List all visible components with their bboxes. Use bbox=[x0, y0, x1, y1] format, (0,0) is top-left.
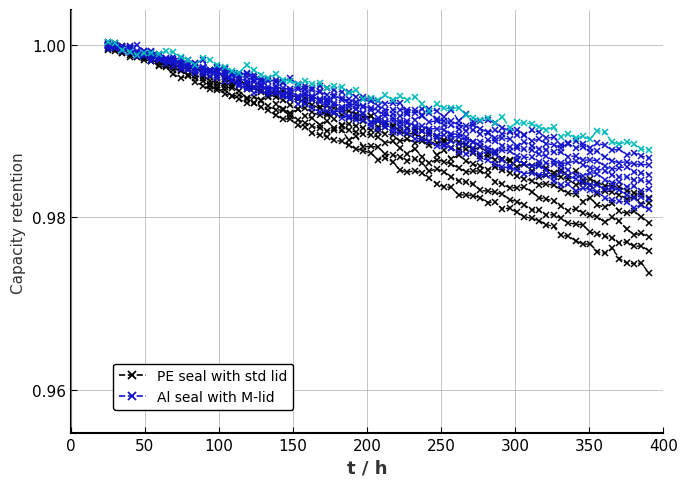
Legend: PE seal with std lid, Al seal with M-lid: PE seal with std lid, Al seal with M-lid bbox=[113, 364, 294, 410]
X-axis label: t / h: t / h bbox=[347, 459, 387, 477]
PE seal with std lid bbox=[103, 43, 112, 49]
Al seal with M-lid bbox=[513, 166, 521, 172]
Al seal with M-lid bbox=[549, 176, 557, 182]
Al seal with M-lid bbox=[103, 40, 112, 45]
PE seal with std lid bbox=[586, 242, 595, 248]
PE seal with std lid bbox=[513, 216, 521, 222]
Line: PE seal with std lid: PE seal with std lid bbox=[105, 43, 652, 275]
PE seal with std lid bbox=[147, 63, 156, 69]
PE seal with std lid bbox=[549, 229, 557, 235]
Al seal with M-lid bbox=[586, 192, 595, 198]
Al seal with M-lid bbox=[147, 55, 156, 61]
PE seal with std lid bbox=[535, 222, 543, 227]
PE seal with std lid bbox=[644, 269, 652, 275]
Al seal with M-lid bbox=[644, 209, 652, 215]
PE seal with std lid bbox=[528, 219, 536, 225]
Y-axis label: Capacity retention: Capacity retention bbox=[11, 152, 26, 293]
Al seal with M-lid bbox=[528, 169, 536, 175]
Al seal with M-lid bbox=[535, 174, 543, 180]
Line: Al seal with M-lid: Al seal with M-lid bbox=[105, 40, 652, 216]
